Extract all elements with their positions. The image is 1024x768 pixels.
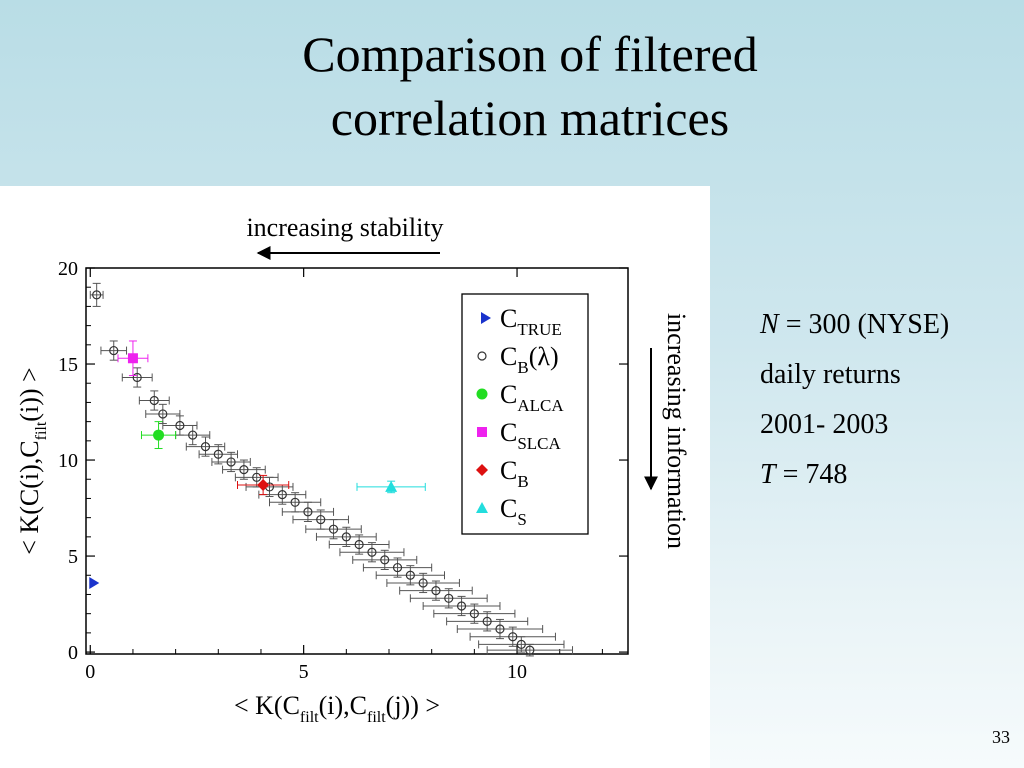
data-point	[367, 547, 377, 557]
data-point	[469, 609, 479, 619]
x-tick-label: 5	[299, 661, 309, 683]
info-line-years: 2001- 2003	[760, 409, 889, 440]
x-tick-label: 0	[85, 661, 95, 683]
y-tick-label: 5	[68, 546, 78, 568]
data-point	[175, 420, 185, 431]
slide-title: Comparison of filtered correlation matri…	[80, 22, 980, 150]
legend-item-c-alca: CALCA	[476, 380, 564, 415]
legend-label: CB(λ)	[500, 342, 559, 377]
chart-annotations: increasing stability increasing informati…	[246, 213, 691, 549]
annotation-stability: increasing stability	[246, 213, 443, 242]
legend-label: CSLCA	[500, 418, 562, 453]
legend-box	[461, 293, 589, 535]
data-point	[525, 645, 535, 655]
series-c-alca	[140, 421, 177, 450]
data-point	[380, 555, 390, 565]
data-point	[109, 345, 119, 356]
legend-marker	[476, 388, 488, 400]
data-point	[127, 353, 138, 364]
data-point	[516, 639, 526, 649]
data-point	[354, 539, 364, 550]
data-point	[303, 507, 313, 517]
data-point	[508, 632, 518, 642]
data-point	[213, 449, 223, 459]
data-point	[456, 601, 467, 611]
data-point	[158, 409, 168, 419]
legend-item-c-s: CS	[476, 494, 527, 529]
y-tick-label: 15	[58, 354, 78, 376]
data-point	[444, 593, 454, 603]
data-point	[89, 576, 100, 589]
data-point	[188, 430, 198, 440]
info-t-value: = 748	[775, 459, 848, 490]
slide-title-line-2: correlation matrices	[330, 90, 730, 146]
data-point	[252, 472, 262, 482]
info-line-n: N = 300 (NYSE)	[760, 300, 949, 350]
plot-frame	[85, 267, 629, 655]
legend-label: CTRUE	[500, 304, 562, 339]
slide-number: 33	[992, 727, 1010, 747]
info-line-returns: daily returns	[760, 359, 901, 390]
legend-item-c-true: CTRUE	[481, 304, 562, 339]
y-axis-label: < K(C(i),Cfilt(i)) >	[15, 367, 50, 554]
data-point	[277, 490, 287, 500]
series-c-true	[89, 576, 100, 589]
legend-marker	[476, 502, 488, 513]
info-t-var: T	[760, 459, 776, 490]
chart-axes: 0 5 10 0 5 10 15 20 < K(Cfilt(i),Cfilt(j)) > < K(…	[15, 258, 629, 726]
legend-label: CS	[500, 494, 527, 529]
legend-item-c-b: CB	[476, 456, 529, 491]
data-point	[328, 524, 339, 534]
chart-panel: increasing stability increasing informati…	[0, 186, 710, 768]
x-tick-label: 10	[507, 661, 527, 683]
info-n-value: = 300 (NYSE)	[778, 309, 950, 340]
data-point	[431, 586, 441, 596]
data-point	[200, 441, 211, 452]
data-point	[495, 624, 505, 634]
data-point	[392, 562, 403, 573]
x-axis-label: < K(Cfilt(i),Cfilt(j)) >	[234, 691, 440, 726]
legend-marker	[477, 427, 487, 437]
series-c-slca	[117, 340, 149, 377]
data-point	[482, 616, 492, 626]
data-point	[405, 570, 415, 580]
series-c-s	[356, 480, 426, 494]
chart-points	[89, 282, 574, 657]
series-c-b	[237, 474, 290, 496]
data-point	[385, 480, 398, 492]
annotation-information: increasing information	[662, 313, 691, 549]
data-point	[316, 514, 326, 525]
y-tick-label: 10	[58, 450, 78, 472]
data-point	[257, 479, 270, 492]
data-point	[290, 497, 300, 507]
slide-title-line-1: Comparison of filtered	[302, 26, 758, 82]
data-point	[418, 578, 428, 588]
series-c-b-lambda	[89, 282, 574, 657]
scatter-chart: increasing stability increasing informati…	[15, 213, 691, 726]
y-tick-label: 20	[58, 258, 78, 280]
legend-item-c-b-lambda: CB(λ)	[477, 342, 559, 377]
data-point	[149, 395, 159, 406]
data-point	[153, 429, 165, 441]
data-point	[132, 372, 142, 383]
legend-marker	[476, 464, 488, 476]
legend-marker	[481, 312, 491, 324]
data-point	[92, 290, 102, 300]
info-line-t: T = 748	[760, 450, 949, 500]
legend-item-c-slca: CSLCA	[477, 418, 562, 453]
y-tick-label: 0	[68, 642, 78, 664]
data-point	[239, 465, 249, 475]
data-point	[226, 457, 236, 467]
legend-label: CALCA	[500, 380, 564, 415]
info-box: N = 300 (NYSE) daily returns 2001- 2003 …	[760, 300, 949, 500]
info-n-var: N	[760, 309, 779, 340]
data-point	[341, 532, 351, 542]
legend-label: CB	[500, 456, 529, 491]
legend-marker	[477, 351, 487, 361]
